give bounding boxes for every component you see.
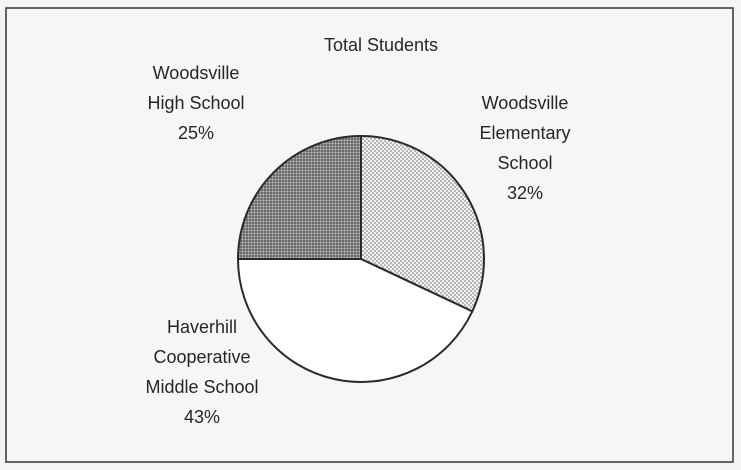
slice-name-line: Cooperative bbox=[153, 347, 250, 367]
pie-slice-haverhill-cooperative-middle-school bbox=[236, 258, 474, 383]
slice-percent-label: 25% bbox=[178, 123, 214, 143]
slice-name-line: School bbox=[497, 153, 552, 173]
slice-label-woodsville-high-school: Woodsville High School 25% bbox=[147, 63, 244, 143]
pie-slice-woodsville-elementary-school bbox=[360, 134, 485, 313]
slice-percent-label: 32% bbox=[507, 183, 543, 203]
slice-name-line: Middle School bbox=[145, 377, 258, 397]
slice-name-line: Haverhill bbox=[167, 317, 237, 337]
slice-name-line: Elementary bbox=[479, 123, 570, 143]
chart-title: Total Students bbox=[324, 35, 438, 55]
slice-label-woodsville-elementary-school: Woodsville Elementary School 32% bbox=[479, 93, 570, 203]
pie-slice-woodsville-high-school bbox=[236, 134, 362, 260]
slice-percent-label: 43% bbox=[184, 407, 220, 427]
slice-labels: Woodsville Elementary School 32% Haverhill Co… bbox=[145, 63, 570, 427]
pie-slices bbox=[236, 134, 485, 383]
slice-name-line: Woodsville bbox=[482, 93, 569, 113]
slice-name-line: Woodsville bbox=[153, 63, 240, 83]
slice-name-line: High School bbox=[147, 93, 244, 113]
slice-label-haverhill-cooperative-middle-school: Haverhill Cooperative Middle School 43% bbox=[145, 317, 258, 427]
